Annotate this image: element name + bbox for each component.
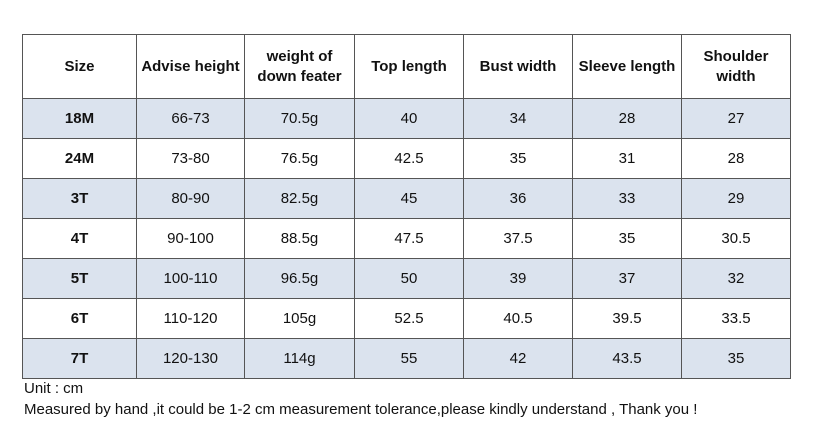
- table-cell: 88.5g: [244, 218, 355, 259]
- table-cell: 30.5: [681, 218, 791, 259]
- table-cell: 114g: [244, 338, 355, 379]
- table-cell: 42: [463, 338, 573, 379]
- table-cell: 82.5g: [244, 178, 355, 219]
- table-cell: 40.5: [463, 298, 573, 339]
- table-row: 24M 73-80 76.5g 42.5 35 31 28: [22, 138, 791, 179]
- header-bust-width: Bust width: [463, 34, 573, 99]
- table-cell: 29: [681, 178, 791, 219]
- table-cell: 37.5: [463, 218, 573, 259]
- unit-note: Unit : cm: [24, 380, 84, 397]
- header-weight-of-down: weight of down feater: [244, 34, 355, 99]
- table-cell: 42.5: [354, 138, 464, 179]
- table-cell: 55: [354, 338, 464, 379]
- table-cell: 47.5: [354, 218, 464, 259]
- header-advise-height: Advise height: [136, 34, 245, 99]
- table-cell-size: 5T: [22, 258, 137, 299]
- table-cell-size: 4T: [22, 218, 137, 259]
- table-cell: 40: [354, 98, 464, 139]
- table-cell: 39: [463, 258, 573, 299]
- table-cell: 100-110: [136, 258, 245, 299]
- table-cell: 70.5g: [244, 98, 355, 139]
- table-cell-size: 7T: [22, 338, 137, 379]
- table-cell: 35: [463, 138, 573, 179]
- table-cell: 34: [463, 98, 573, 139]
- table-cell: 28: [572, 98, 682, 139]
- table-cell: 90-100: [136, 218, 245, 259]
- table-row: 6T 110-120 105g 52.5 40.5 39.5 33.5: [22, 298, 791, 339]
- table-cell: 66-73: [136, 98, 245, 139]
- table-cell: 33: [572, 178, 682, 219]
- table-cell: 105g: [244, 298, 355, 339]
- table-row: 7T 120-130 114g 55 42 43.5 35: [22, 338, 791, 379]
- table-cell: 43.5: [572, 338, 682, 379]
- table-cell: 50: [354, 258, 464, 299]
- header-shoulder-width: Shoulder width: [681, 34, 791, 99]
- header-sleeve-length: Sleeve length: [572, 34, 682, 99]
- table-cell: 45: [354, 178, 464, 219]
- table-cell: 35: [681, 338, 791, 379]
- table-cell: 28: [681, 138, 791, 179]
- table-cell: 35: [572, 218, 682, 259]
- table-cell: 39.5: [572, 298, 682, 339]
- table-cell-size: 6T: [22, 298, 137, 339]
- table-cell: 32: [681, 258, 791, 299]
- table-cell: 31: [572, 138, 682, 179]
- table-row: 5T 100-110 96.5g 50 39 37 32: [22, 258, 791, 299]
- table-cell: 96.5g: [244, 258, 355, 299]
- header-top-length: Top length: [354, 34, 464, 99]
- table-cell: 37: [572, 258, 682, 299]
- size-chart-table: Size Advise height weight of down feater…: [22, 34, 791, 379]
- table-cell: 80-90: [136, 178, 245, 219]
- table-cell: 52.5: [354, 298, 464, 339]
- table-cell-size: 3T: [22, 178, 137, 219]
- table-cell: 120-130: [136, 338, 245, 379]
- table-row: 3T 80-90 82.5g 45 36 33 29: [22, 178, 791, 219]
- table-cell: 36: [463, 178, 573, 219]
- header-size: Size: [22, 34, 137, 99]
- table-row: 18M 66-73 70.5g 40 34 28 27: [22, 98, 791, 139]
- table-cell-size: 24M: [22, 138, 137, 179]
- table-cell: 76.5g: [244, 138, 355, 179]
- table-row: 4T 90-100 88.5g 47.5 37.5 35 30.5: [22, 218, 791, 259]
- table-cell: 27: [681, 98, 791, 139]
- table-cell-size: 18M: [22, 98, 137, 139]
- table-cell: 33.5: [681, 298, 791, 339]
- table-cell: 110-120: [136, 298, 245, 339]
- header-row: Size Advise height weight of down feater…: [22, 34, 791, 99]
- measurement-tolerance-note: Measured by hand ,it could be 1-2 cm mea…: [24, 401, 698, 418]
- table-cell: 73-80: [136, 138, 245, 179]
